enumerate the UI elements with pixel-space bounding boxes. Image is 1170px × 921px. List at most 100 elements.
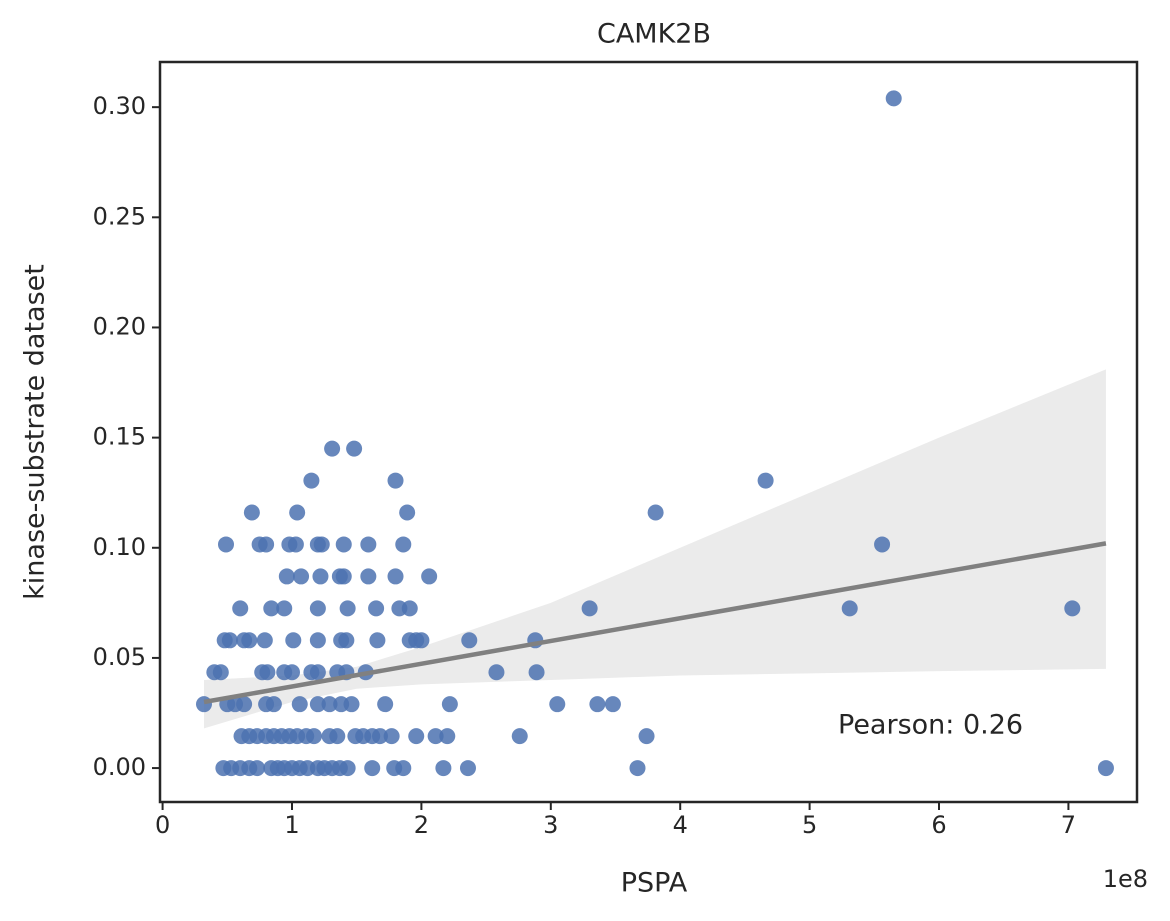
point	[312, 568, 329, 585]
point	[874, 536, 891, 553]
point	[309, 632, 326, 649]
point	[488, 664, 505, 681]
point	[387, 472, 404, 489]
point	[368, 600, 385, 617]
x-tick-label: 5	[802, 811, 817, 839]
point	[283, 664, 300, 681]
regression-line	[203, 541, 1107, 705]
point	[395, 760, 412, 777]
point	[1064, 600, 1081, 617]
point	[647, 504, 664, 521]
point	[1097, 760, 1114, 777]
point	[329, 728, 346, 745]
point	[259, 664, 276, 681]
point	[195, 696, 212, 713]
point	[408, 728, 425, 745]
point	[236, 696, 253, 713]
x-tick-label: 6	[931, 811, 946, 839]
point	[360, 568, 377, 585]
point	[511, 728, 528, 745]
y-tick-label: 0.20	[93, 312, 146, 340]
x-tick-label: 0	[155, 811, 170, 839]
point	[324, 440, 341, 457]
y-axis-label: kinase-substrate dataset	[20, 264, 51, 600]
point	[338, 632, 355, 649]
point	[549, 696, 566, 713]
plot-frame	[158, 60, 1139, 804]
y-tick-label: 0.15	[93, 423, 146, 451]
point	[413, 632, 430, 649]
point	[221, 632, 238, 649]
x-axis-label: PSPA	[621, 868, 688, 899]
point	[421, 568, 438, 585]
point	[360, 536, 377, 553]
point	[427, 728, 444, 745]
point	[258, 536, 275, 553]
point	[581, 600, 598, 617]
point	[265, 696, 282, 713]
point	[335, 536, 352, 553]
point	[212, 664, 229, 681]
x-tick-label: 4	[673, 811, 688, 839]
y-tick-label: 0.10	[93, 533, 146, 561]
point	[346, 440, 363, 457]
point	[459, 760, 476, 777]
point	[395, 536, 412, 553]
point	[435, 760, 452, 777]
point	[461, 632, 478, 649]
point	[757, 472, 774, 489]
point	[638, 728, 655, 745]
x-tick-label: 1	[284, 811, 299, 839]
point	[387, 568, 404, 585]
point	[309, 696, 326, 713]
y-tick-label: 0.30	[93, 92, 146, 120]
confidence-band	[203, 369, 1106, 729]
point	[263, 600, 280, 617]
point	[401, 600, 418, 617]
point	[276, 600, 293, 617]
point	[241, 632, 258, 649]
point	[313, 536, 330, 553]
point	[321, 696, 338, 713]
y-tick-label: 0.05	[93, 643, 146, 671]
point	[291, 696, 308, 713]
point	[293, 568, 310, 585]
point	[841, 600, 858, 617]
chart-title: CAMK2B	[597, 19, 711, 50]
point	[278, 568, 295, 585]
y-tick-label: 0.25	[93, 202, 146, 230]
point	[885, 90, 902, 107]
point	[305, 728, 322, 745]
point	[285, 632, 302, 649]
point	[528, 664, 545, 681]
point	[439, 728, 456, 745]
point	[604, 696, 621, 713]
x-offset-label: 1e8	[1103, 865, 1148, 893]
point	[629, 760, 646, 777]
annotation: Pearson: 0.26	[838, 710, 1023, 741]
point	[589, 696, 606, 713]
point	[256, 632, 273, 649]
x-tick-label: 7	[1061, 811, 1076, 839]
point	[383, 728, 400, 745]
point	[343, 696, 360, 713]
point	[287, 536, 304, 553]
point	[309, 600, 326, 617]
point	[289, 504, 306, 521]
point	[339, 600, 356, 617]
point	[371, 728, 388, 745]
point	[339, 760, 356, 777]
point	[249, 760, 266, 777]
point	[335, 568, 352, 585]
point	[377, 696, 394, 713]
point	[309, 664, 326, 681]
x-tick-label: 3	[543, 811, 558, 839]
point	[217, 536, 234, 553]
point	[243, 504, 260, 521]
y-tick-label: 0.00	[93, 753, 146, 781]
point	[399, 504, 416, 521]
point	[232, 600, 249, 617]
x-tick-label: 2	[414, 811, 429, 839]
point	[303, 472, 320, 489]
